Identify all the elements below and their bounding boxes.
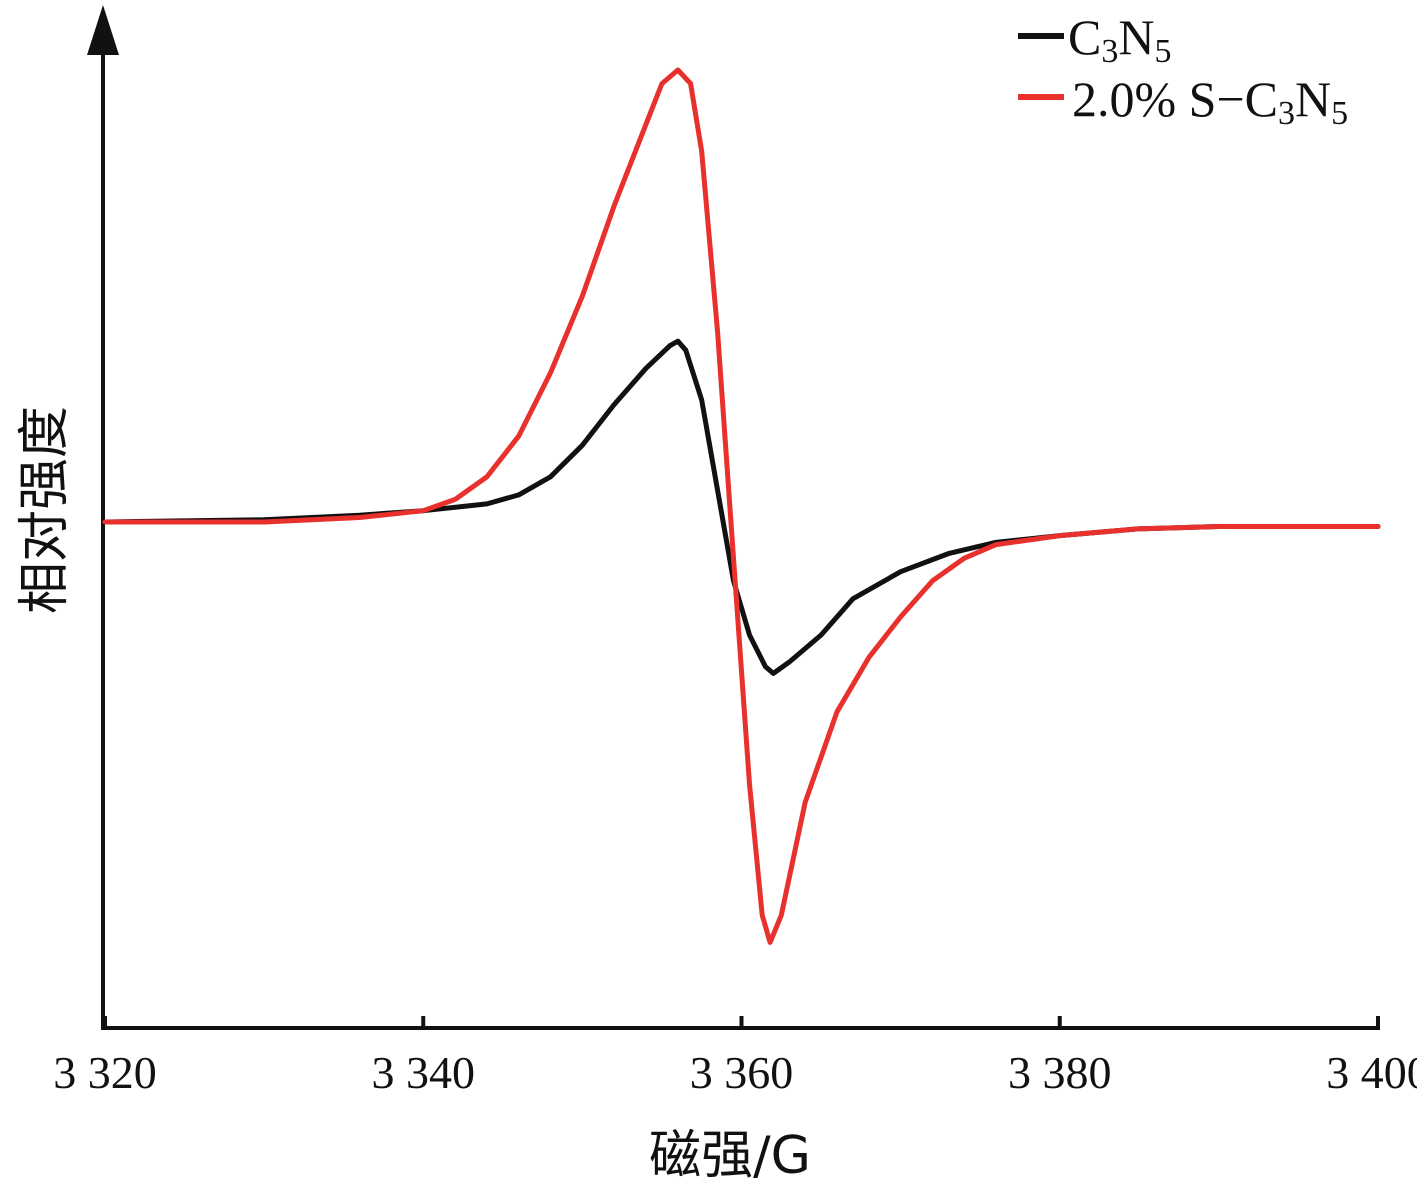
x-tick-labels: 3 320 3 340 3 360 3 380 3 400 [53, 1047, 1417, 1098]
x-tick-label-3360: 3 360 [690, 1047, 794, 1098]
x-ticks [103, 1016, 1380, 1028]
legend: C3N5 2.0% S−C3N5 [1018, 9, 1348, 132]
legend-label-s-c3n5: 2.0% S−C3N5 [1072, 71, 1348, 132]
legend-label-c3n5: C3N5 [1068, 9, 1171, 70]
series-lines [102, 67, 1381, 945]
x-axis-title: 磁强/G [649, 1126, 811, 1181]
y-axis-title: 相对强度 [15, 406, 75, 614]
series-line-s-c3n5 [102, 67, 1381, 945]
y-axis-arrow [87, 5, 119, 55]
x-tick-label-3340: 3 340 [372, 1047, 476, 1098]
series-line-c3n5 [102, 338, 1381, 676]
x-tick-label-3380: 3 380 [1008, 1047, 1112, 1098]
x-tick-label-3400: 3 400 [1326, 1047, 1417, 1098]
x-tick-label-3320: 3 320 [53, 1047, 157, 1098]
